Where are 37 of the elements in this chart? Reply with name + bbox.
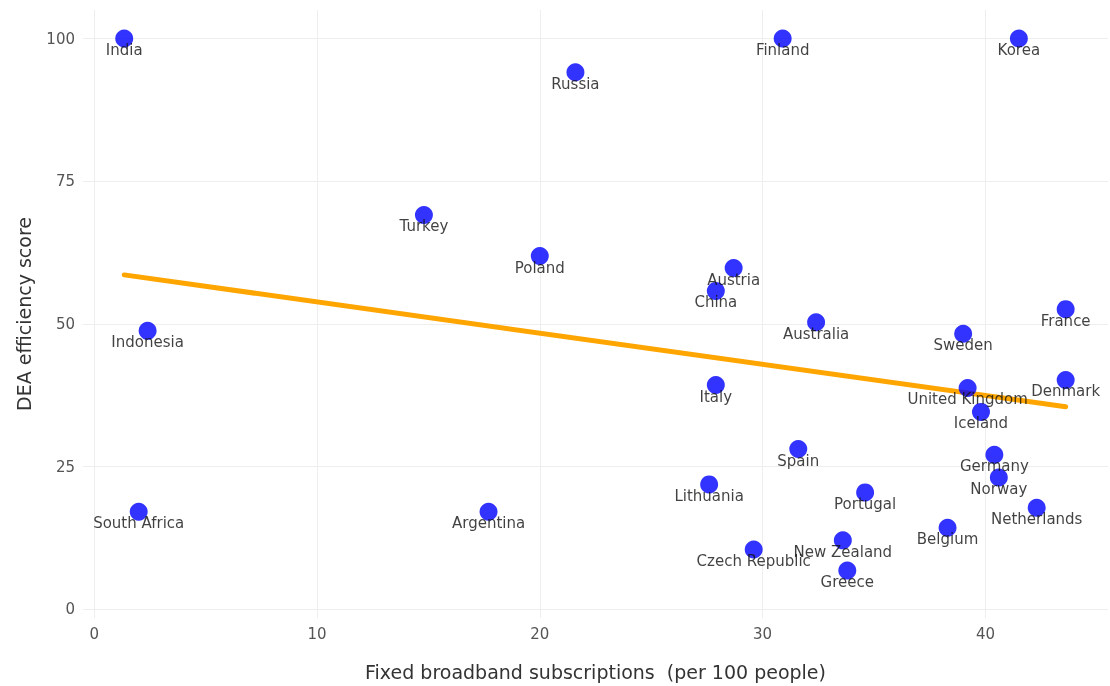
annotation: Finland [755, 41, 810, 60]
annotation: South Africa [93, 514, 185, 533]
annotation: Italy [699, 387, 733, 406]
annotation: Argentina [451, 514, 526, 533]
y-tick-label: 25 [55, 457, 75, 476]
annotation: India [105, 41, 143, 60]
annotation: Austria [707, 270, 761, 289]
annotation: Portugal [834, 494, 897, 513]
y-tick-label: 75 [55, 172, 75, 191]
annotation: Turkey [398, 217, 449, 236]
annotation: Netherlands [990, 510, 1083, 529]
annotation: Denmark [1031, 382, 1101, 401]
y-tick-label: 50 [55, 314, 75, 333]
annotation: Korea [997, 41, 1041, 60]
annotation: Lithuania [674, 486, 744, 505]
y-axis-title: DEA efficiency score [12, 217, 35, 411]
annotation: Poland [514, 258, 565, 277]
x-axis-title: Fixed broadband subscriptions (per 100 people) [365, 660, 826, 683]
x-tick-label: 30 [753, 624, 773, 643]
annotation: Iceland [953, 414, 1009, 433]
annotation: France [1040, 311, 1091, 330]
x-tick-label: 0 [89, 624, 99, 643]
annotation: Russia [551, 74, 600, 93]
x-tick-label: 10 [307, 624, 327, 643]
x-tick-label: 40 [975, 624, 995, 643]
annotation: Spain [777, 451, 820, 470]
annotation: Sweden [933, 336, 993, 355]
annotation: Germany [959, 457, 1029, 476]
annotation: Greece [820, 573, 874, 592]
annotation: Norway [970, 480, 1028, 499]
annotation: Indonesia [111, 333, 184, 352]
annotation: Australia [782, 324, 850, 343]
annotation: China [694, 293, 738, 312]
annotation: Belgium [916, 530, 979, 549]
y-tick-label: 0 [65, 600, 75, 619]
x-tick-label: 20 [530, 624, 550, 643]
y-tick-label: 100 [46, 29, 75, 48]
